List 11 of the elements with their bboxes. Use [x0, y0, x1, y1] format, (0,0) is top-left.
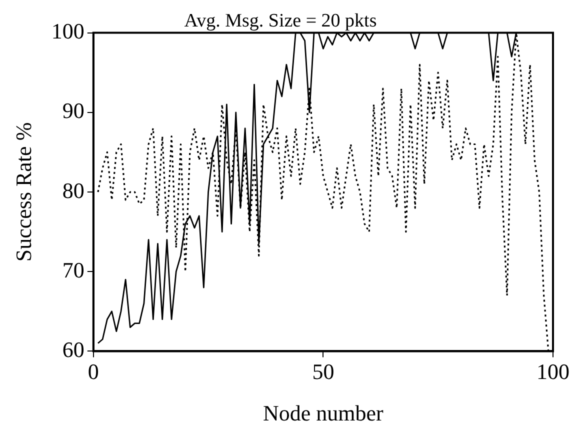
- chart-title: Avg. Msg. Size = 20 pkts: [184, 10, 377, 32]
- x-tick-label: 0: [88, 359, 99, 384]
- y-tick-label: 100: [51, 18, 84, 44]
- y-tick-label: 90: [62, 98, 84, 124]
- x-axis-title: Node number: [263, 400, 384, 426]
- y-axis-title: Success Rate %: [10, 122, 36, 262]
- y-tick-label: 60: [62, 336, 84, 362]
- y-tick-label: 80: [62, 178, 84, 203]
- y-tick-label: 70: [62, 257, 84, 282]
- x-tick-label: 100: [536, 359, 570, 384]
- x-tick-label: 50: [312, 359, 334, 384]
